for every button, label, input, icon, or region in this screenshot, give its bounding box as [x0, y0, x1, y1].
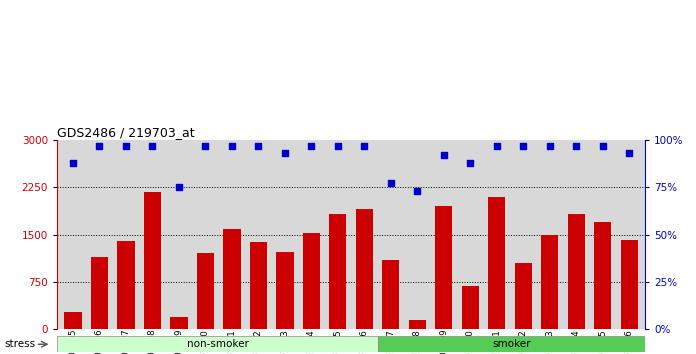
Bar	[382, 260, 400, 329]
Text: GSM101097: GSM101097	[121, 329, 130, 354]
Text: GSM101110: GSM101110	[466, 329, 475, 354]
Bar	[171, 316, 187, 329]
Text: GSM101113: GSM101113	[546, 329, 554, 354]
Bar	[568, 214, 585, 329]
Bar	[488, 197, 505, 329]
Text: GSM101095: GSM101095	[68, 329, 77, 354]
Bar	[64, 312, 81, 329]
Text: GSM101103: GSM101103	[280, 329, 290, 354]
Point	[306, 143, 317, 148]
Point	[597, 143, 608, 148]
Point	[518, 143, 529, 148]
Text: GSM101104: GSM101104	[307, 329, 316, 354]
Bar	[621, 240, 638, 329]
Text: GSM101096: GSM101096	[95, 329, 104, 354]
Point	[279, 150, 290, 156]
Point	[94, 143, 105, 148]
Bar	[378, 336, 645, 352]
Bar	[250, 242, 267, 329]
Bar	[435, 206, 452, 329]
Point	[253, 143, 264, 148]
Text: GSM101116: GSM101116	[625, 329, 634, 354]
Bar	[276, 252, 294, 329]
Bar	[91, 257, 108, 329]
Text: GSM101102: GSM101102	[254, 329, 263, 354]
Text: GSM101105: GSM101105	[333, 329, 342, 354]
Text: GSM101106: GSM101106	[360, 329, 369, 354]
Bar	[541, 235, 558, 329]
Bar	[118, 241, 134, 329]
Bar	[409, 320, 426, 329]
Point	[173, 184, 184, 190]
Point	[624, 150, 635, 156]
Text: GSM101101: GSM101101	[228, 329, 237, 354]
Text: GSM101112: GSM101112	[519, 329, 528, 354]
Point	[226, 143, 237, 148]
Text: smoker: smoker	[492, 339, 531, 349]
Bar	[515, 263, 532, 329]
Point	[68, 160, 79, 165]
Text: GSM101114: GSM101114	[572, 329, 581, 354]
Point	[465, 160, 476, 165]
Point	[120, 143, 132, 148]
Text: GSM101107: GSM101107	[386, 329, 395, 354]
Text: GSM101115: GSM101115	[599, 329, 608, 354]
Point	[571, 143, 582, 148]
Bar	[223, 229, 241, 329]
Bar	[303, 233, 320, 329]
Text: GSM101111: GSM101111	[492, 329, 501, 354]
Point	[200, 143, 211, 148]
Text: non-smoker: non-smoker	[187, 339, 248, 349]
Bar	[356, 209, 373, 329]
Bar	[329, 214, 347, 329]
Point	[438, 152, 450, 158]
Point	[491, 143, 503, 148]
Bar	[197, 253, 214, 329]
Point	[544, 143, 555, 148]
Text: GDS2486 / 219703_at: GDS2486 / 219703_at	[57, 126, 195, 139]
Bar	[57, 336, 378, 352]
Bar	[594, 222, 611, 329]
Point	[147, 143, 158, 148]
Bar	[461, 286, 479, 329]
Text: GSM101098: GSM101098	[148, 329, 157, 354]
Text: GSM101099: GSM101099	[175, 329, 184, 354]
Point	[359, 143, 370, 148]
Text: GSM101109: GSM101109	[439, 329, 448, 354]
Text: stress: stress	[5, 339, 35, 349]
Point	[386, 181, 397, 186]
Text: GSM101100: GSM101100	[201, 329, 210, 354]
Point	[332, 143, 343, 148]
Text: GSM101108: GSM101108	[413, 329, 422, 354]
Bar	[144, 192, 161, 329]
Point	[412, 188, 423, 194]
